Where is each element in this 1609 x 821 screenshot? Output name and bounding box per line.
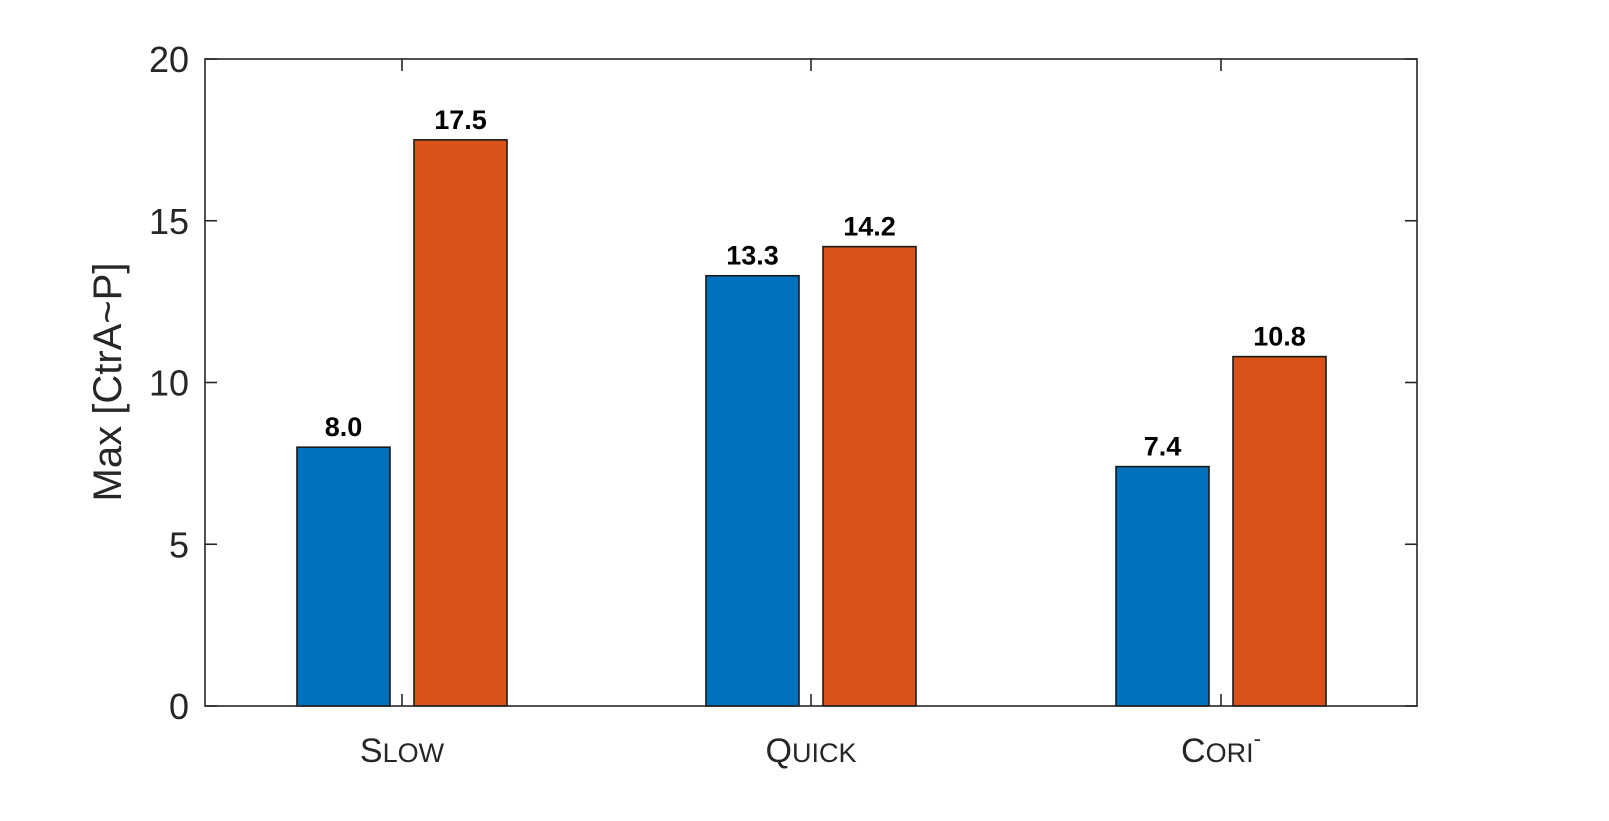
x-tick-label-category-3: CORI- bbox=[1181, 726, 1261, 770]
data-label-series-1-category-2: 13.3 bbox=[726, 241, 779, 271]
y-tick-label: 5 bbox=[169, 524, 189, 565]
bars-layer bbox=[296, 139, 1327, 707]
data-label-series-1-category-1: 8.0 bbox=[325, 412, 363, 442]
bar-series-2-category-1 bbox=[413, 139, 508, 707]
bar-series-1-category-3 bbox=[1115, 465, 1210, 707]
labels-layer: 8.0 13.3 7.4 17.5 14.2 10.8 bbox=[325, 105, 1306, 462]
bar-series-1-category-2 bbox=[705, 274, 800, 707]
y-tick-label: 0 bbox=[169, 686, 189, 727]
y-tick-label: 10 bbox=[149, 363, 189, 404]
data-label-series-1-category-3: 7.4 bbox=[1144, 432, 1182, 462]
data-label-series-2-category-1: 17.5 bbox=[434, 105, 487, 135]
data-label-series-2-category-3: 10.8 bbox=[1253, 322, 1306, 352]
y-tick-label: 20 bbox=[149, 39, 189, 80]
bar-series-2-category-2 bbox=[822, 245, 917, 707]
bar-series-1-category-1 bbox=[296, 446, 391, 707]
x-tick-label-category-2: QUICK bbox=[766, 732, 857, 770]
y-axis-label: Max [CtrA~P] bbox=[86, 263, 130, 502]
data-label-series-2-category-2: 14.2 bbox=[843, 212, 896, 242]
y-tick-label: 15 bbox=[149, 201, 189, 242]
axes-layer: 0 5 10 15 20 SLOW QUICK CORI- bbox=[149, 39, 1418, 770]
x-tick-label-category-1: SLOW bbox=[360, 732, 445, 770]
bar-series-2-category-3 bbox=[1232, 355, 1327, 707]
